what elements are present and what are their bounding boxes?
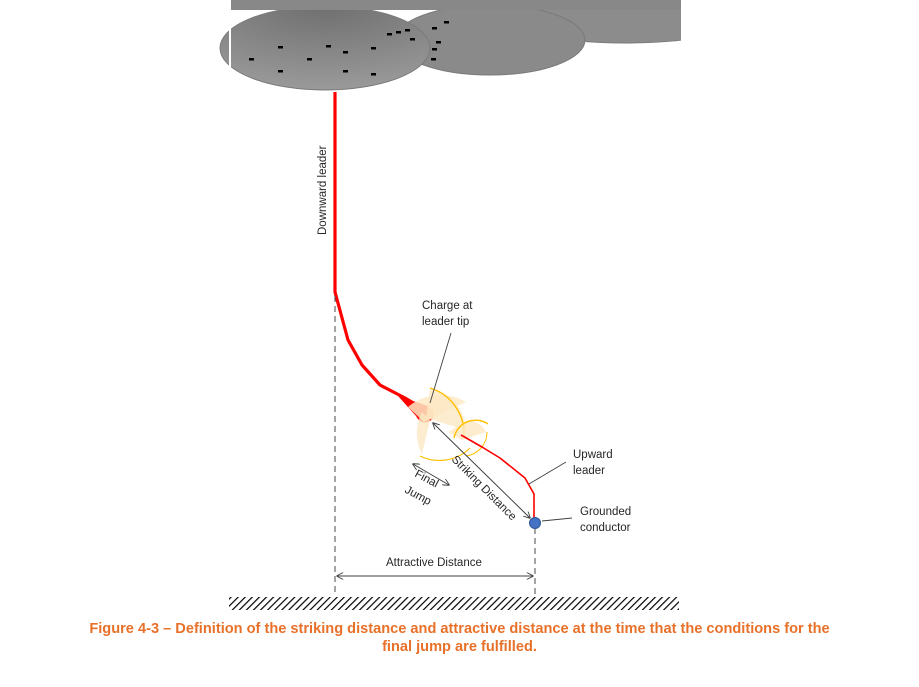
figure-caption-line2: final jump are fulfilled. (382, 639, 537, 655)
final-jump-label-line2: Jump (403, 484, 433, 508)
charge-callout-line (429, 332, 452, 404)
thundercloud (219, 0, 919, 92)
charge-label-line2: leader tip (422, 316, 469, 328)
upward-leader-label-line2: leader (573, 465, 605, 477)
conductor-callout-line (541, 517, 573, 522)
final-jump-zone (408, 387, 489, 462)
downward-leader (333, 92, 426, 412)
grounded-conductor-label-line1: Grounded (580, 506, 631, 518)
striking-distance-arrow (433, 423, 530, 518)
attractive-distance-label: Attractive Distance (386, 557, 482, 569)
upward-leader-callout-line (528, 461, 567, 485)
charge-label-line1: Charge at (422, 300, 473, 312)
ground-hatch (229, 597, 679, 610)
figure-caption: Figure 4-3 – Definition of the striking … (0, 620, 919, 656)
grounded-conductor (529, 517, 541, 529)
grounded-conductor-label-line2: conductor (580, 522, 631, 534)
downward-leader-label: Downward leader (317, 145, 329, 235)
negative-charge-markers (249, 21, 449, 76)
upward-leader-label-line1: Upward (573, 449, 613, 461)
final-jump-label-line1: Final (413, 468, 441, 490)
figure-caption-line1: Figure 4-3 – Definition of the striking … (89, 621, 830, 637)
final-jump-arrow (413, 464, 449, 485)
